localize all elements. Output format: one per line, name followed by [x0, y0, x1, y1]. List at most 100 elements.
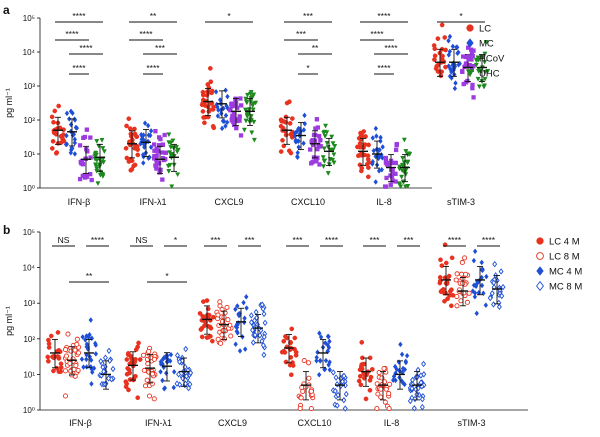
significance-label: **** — [72, 11, 86, 21]
data-point — [46, 358, 51, 364]
data-point — [202, 314, 207, 320]
data-point — [153, 129, 158, 134]
significance-label: **** — [72, 63, 86, 73]
data-point — [51, 368, 56, 374]
data-point — [489, 290, 495, 297]
data-point — [342, 405, 348, 412]
data-point — [376, 147, 382, 154]
data-point — [374, 133, 379, 140]
legend-marker — [466, 54, 474, 62]
data-point — [211, 104, 216, 110]
data-point — [473, 283, 479, 290]
data-point — [132, 145, 138, 151]
data-point — [341, 396, 347, 404]
data-point — [156, 149, 161, 154]
data-point — [393, 147, 399, 153]
data-point — [302, 120, 308, 127]
data-point — [110, 365, 116, 373]
data-point — [357, 373, 363, 379]
data-point — [288, 339, 293, 345]
data-point — [396, 181, 402, 187]
data-point — [135, 152, 141, 158]
data-point — [382, 399, 388, 405]
data-point — [295, 149, 300, 156]
data-point — [168, 153, 174, 159]
data-point — [261, 351, 267, 359]
data-point — [98, 357, 104, 365]
data-point — [55, 330, 61, 335]
data-point — [315, 147, 320, 152]
data-point — [257, 332, 263, 339]
data-point — [400, 156, 406, 161]
data-point — [168, 145, 174, 150]
data-point — [314, 159, 319, 164]
data-point — [432, 53, 438, 59]
data-point — [239, 103, 244, 108]
panel-letter: a — [3, 3, 10, 17]
data-point — [370, 135, 375, 141]
data-point — [141, 141, 147, 148]
data-point — [88, 357, 94, 364]
legend-label: LC 4 M — [549, 237, 580, 248]
data-point — [51, 119, 56, 125]
data-point — [287, 121, 293, 126]
data-point — [369, 367, 375, 372]
data-point — [169, 184, 175, 190]
data-point — [446, 52, 452, 58]
data-point — [228, 333, 234, 339]
data-point — [228, 108, 233, 113]
data-point — [260, 305, 266, 313]
data-point — [215, 336, 221, 342]
data-point — [329, 134, 335, 140]
data-point — [438, 73, 444, 79]
data-point — [142, 383, 149, 389]
data-point — [447, 288, 453, 294]
data-point — [321, 146, 327, 152]
significance-label: * — [459, 11, 463, 21]
significance-label: **** — [377, 11, 391, 21]
significance-label: *** — [293, 235, 304, 245]
significance-label: **** — [384, 43, 398, 53]
data-point — [452, 85, 458, 92]
data-point — [321, 129, 327, 135]
legend-marker — [536, 266, 544, 276]
data-point — [140, 151, 146, 158]
data-point — [388, 182, 393, 187]
data-point — [403, 149, 409, 154]
data-point — [361, 129, 367, 134]
data-point — [56, 103, 61, 109]
data-point — [148, 132, 153, 139]
data-point — [476, 84, 482, 90]
data-point — [90, 369, 95, 376]
data-point — [333, 374, 339, 381]
data-point — [135, 395, 141, 401]
data-point — [89, 177, 94, 183]
data-point — [398, 184, 404, 190]
y-tick-label: 10⁴ — [23, 264, 36, 273]
data-point — [324, 140, 330, 146]
data-point — [464, 299, 470, 305]
data-point — [68, 149, 74, 156]
data-point — [322, 366, 328, 373]
data-point — [81, 364, 86, 370]
category-label: IL-8 — [384, 418, 400, 428]
data-point — [229, 101, 234, 106]
data-point — [332, 144, 338, 149]
data-point — [174, 149, 180, 155]
y-tick-label: 10² — [23, 335, 35, 344]
data-point — [177, 358, 183, 366]
data-point — [382, 184, 388, 189]
data-point — [148, 127, 154, 134]
significance-label: **** — [79, 43, 93, 53]
data-point — [440, 53, 445, 59]
significance-label: *** — [303, 11, 314, 21]
data-point — [219, 125, 225, 132]
significance-label: **** — [370, 29, 384, 39]
data-point — [288, 372, 294, 378]
data-point — [315, 125, 321, 130]
legend-marker — [536, 237, 544, 245]
data-point — [401, 137, 407, 143]
data-point — [482, 51, 488, 57]
